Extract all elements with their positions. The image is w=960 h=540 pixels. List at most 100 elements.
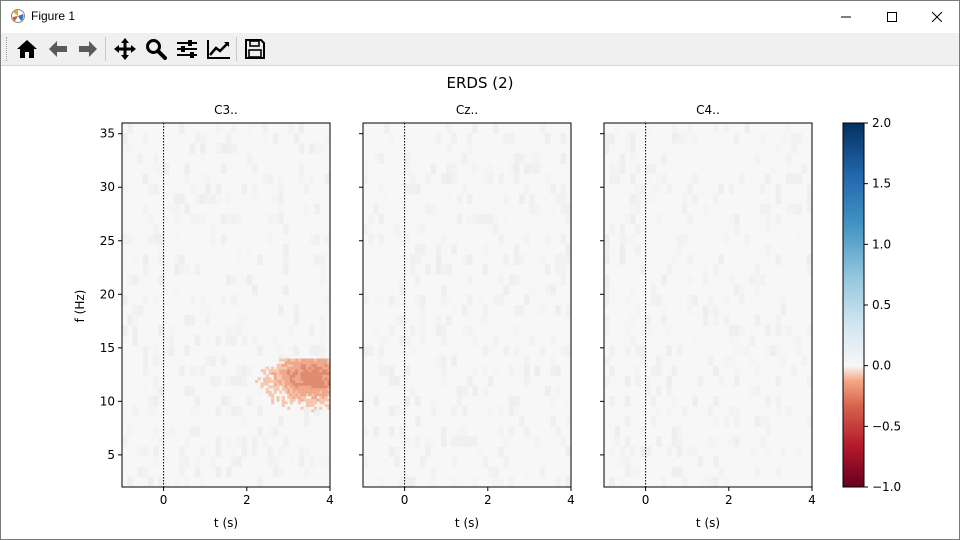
heatmap-cell [210,153,216,164]
heatmap-cell [765,325,771,336]
heatmap-cell [363,224,369,235]
cluster-cell [319,382,323,386]
cluster-cell [276,366,280,370]
heatmap-cell [650,416,657,427]
heatmap-cell [200,365,206,377]
heatmap-cell [524,426,530,437]
cluster-cell [311,363,315,367]
maximize-button[interactable] [869,1,915,32]
heatmap-cell [378,183,385,195]
subplots-button[interactable] [173,36,201,62]
heatmap-cell [734,335,740,346]
heatmap-cell [487,406,494,417]
heatmap-cell [565,476,572,488]
heatmap-cell [409,385,416,397]
cluster-cell [313,393,317,397]
cluster-cell [292,382,296,386]
cluster-cell [303,398,307,402]
heatmap-cell [205,355,211,366]
heatmap-cell [262,436,268,447]
heatmap-cell [534,153,541,164]
heatmap-cell [132,305,138,316]
heatmap-cell [791,335,797,346]
heatmap-cell [666,264,672,275]
cluster-cell [305,393,309,397]
heatmap-cell [786,325,792,336]
title-bar[interactable]: Figure 1 [1,1,959,32]
heatmap-cell [604,133,610,144]
pan-button[interactable] [111,36,139,62]
heatmap-cell [565,345,572,356]
cluster-cell [279,366,283,370]
cluster-cell [311,379,315,383]
heatmap-cell [314,234,320,245]
heatmap-cell [461,325,468,336]
cluster-cell [327,398,331,402]
back-button[interactable] [44,36,72,62]
heatmap-cell [267,426,274,437]
heatmap-cell [545,385,551,397]
cluster-cell [321,366,325,370]
heatmap-cell [226,396,232,407]
y-tick-label: 35 [100,127,115,141]
save-button[interactable] [241,36,269,62]
home-button[interactable] [13,36,41,62]
figure-canvas[interactable]: ERDS (2) f (Hz) C3.. 0 2 4 t (s) 5 10 15 20 25 30 3… [1,66,959,539]
customize-button[interactable] [205,36,233,62]
heatmap-cell [446,193,452,205]
heatmap-cell [604,284,610,296]
minimize-button[interactable] [823,1,869,32]
heatmap-cell [319,315,326,326]
cluster-cell [289,379,293,383]
heatmap-cell [158,274,164,286]
heatmap-cell [666,183,672,195]
heatmap-cell [697,456,704,468]
heatmap-cell [539,123,546,134]
heatmap-cell [519,416,525,427]
cluster-cell [313,358,317,362]
heatmap-cell [472,335,478,346]
cluster-cell [300,398,304,402]
cluster-cell [324,393,328,397]
zoom-button[interactable] [142,36,170,62]
heatmap-cell [309,143,315,154]
close-button[interactable] [914,1,959,32]
heatmap-cell [189,385,196,397]
heatmap-cell [409,264,416,275]
heatmap-cell [420,244,426,255]
heatmap-cell [205,183,211,195]
y-axis-label: f (Hz) [73,290,87,323]
heatmap-cell [226,214,232,225]
cluster-cell [311,385,315,389]
heatmap-cell [529,153,535,164]
heatmap-cell [215,123,222,134]
cluster-cell [300,371,304,375]
heatmap-cell [168,203,175,215]
heatmap-cell [272,335,279,346]
heatmap-cell [378,214,385,225]
cluster-cell [265,374,269,378]
heatmap-cell [676,436,683,447]
heatmap-cell [257,345,263,356]
heatmap-cell [555,305,561,316]
heatmap-cell [184,173,190,184]
heatmap-cell [692,396,698,407]
heatmap-cell [498,274,504,286]
cluster-cell [284,382,288,386]
cluster-cell [324,358,328,362]
heatmap-cell [309,325,315,336]
toolbar-grip[interactable] [6,37,9,61]
heatmap-cell [142,466,149,478]
heatmap-cell [231,375,237,387]
heatmap-cell [409,345,416,356]
cluster-cell [305,404,309,408]
cluster-cell [289,374,293,378]
forward-button[interactable] [74,36,102,62]
heatmap-cell [383,193,390,205]
cluster-cell [303,393,307,397]
cluster-cell [292,374,296,378]
cluster-cell [308,385,312,389]
cluster-cell [313,396,317,399]
cluster-cell [260,385,264,389]
heatmap-cell [194,133,201,144]
